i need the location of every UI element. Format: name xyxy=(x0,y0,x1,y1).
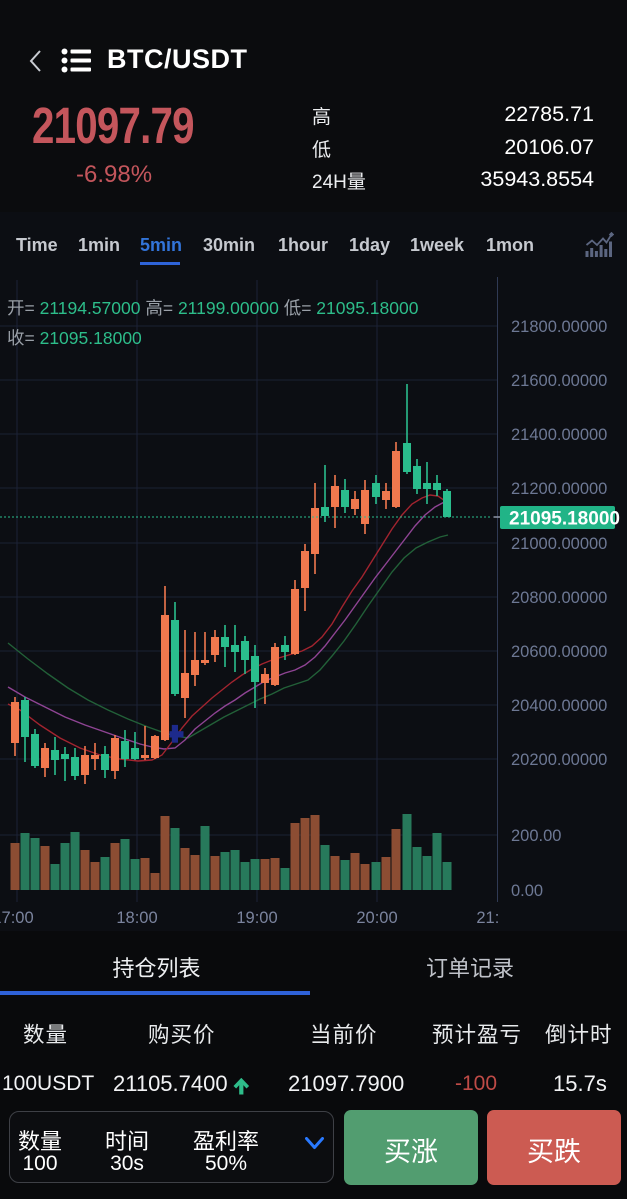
svg-text:20800.00000: 20800.00000 xyxy=(511,589,607,607)
svg-text:21:00: 21:00 xyxy=(476,909,517,927)
svg-text:18:00: 18:00 xyxy=(116,909,157,927)
svg-text:收= 21095.18000: 收= 21095.18000 xyxy=(7,328,142,348)
svg-text:21800.00000: 21800.00000 xyxy=(511,318,607,336)
svg-text:20200.00000: 20200.00000 xyxy=(511,751,607,769)
svg-text:0.00: 0.00 xyxy=(511,882,543,900)
svg-text:21200.00000: 21200.00000 xyxy=(511,480,607,498)
svg-text:21095.18000: 21095.18000 xyxy=(509,509,620,530)
svg-text:17:00: 17:00 xyxy=(0,909,34,927)
svg-text:20:00: 20:00 xyxy=(356,909,397,927)
svg-text:20400.00000: 20400.00000 xyxy=(511,697,607,715)
svg-text:21000.00000: 21000.00000 xyxy=(511,535,607,553)
svg-text:开= 21194.57000 高= 21199.00000: 开= 21194.57000 高= 21199.00000 低= 21095.1… xyxy=(7,298,419,318)
svg-text:21400.00000: 21400.00000 xyxy=(511,426,607,444)
svg-text:19:00: 19:00 xyxy=(236,909,277,927)
svg-text:200.00: 200.00 xyxy=(511,827,561,845)
svg-text:20600.00000: 20600.00000 xyxy=(511,643,607,661)
svg-text:21600.00000: 21600.00000 xyxy=(511,372,607,390)
